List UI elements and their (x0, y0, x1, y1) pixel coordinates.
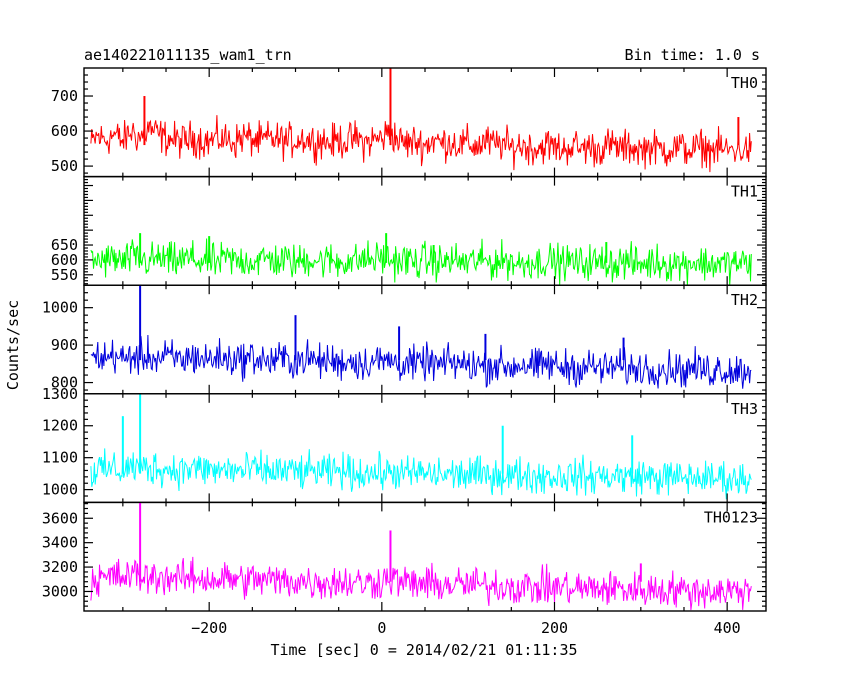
y-tick-label-th0: 500 (51, 157, 78, 175)
chart-title: ae140221011135_wam1_trn (84, 46, 292, 64)
bin-time-label: Bin time: 1.0 s (625, 46, 760, 64)
panel-label-th0: TH0 (731, 74, 758, 92)
y-tick-label-th0: 600 (51, 122, 78, 140)
panel-th0: 500 600 700 TH0 (51, 67, 767, 178)
panel-label-th3: TH3 (731, 400, 758, 418)
series-line-th3 (90, 448, 752, 500)
y-tick-label-th2: 900 (51, 336, 78, 354)
panel-frame-th0123 (83, 501, 767, 612)
panel-frame-th3 (83, 393, 767, 504)
panel-frame-th1 (83, 175, 767, 286)
y-tick-label-th0123: 3000 (42, 582, 78, 600)
x-tick-label: 0 (377, 619, 386, 637)
panel-label-th0123: TH0123 (704, 508, 758, 526)
y-tick-label-th0123: 3200 (42, 558, 78, 576)
x-tick-label: 200 (541, 619, 568, 637)
panel-th2: 800 900 1000 TH2 (42, 284, 767, 395)
x-tick-label: 400 (714, 619, 741, 637)
y-tick-label-th0123: 3400 (42, 534, 78, 552)
series-line-th1 (90, 238, 752, 286)
y-tick-label-th2: 800 (51, 374, 78, 392)
panel-label-th2: TH2 (731, 291, 758, 309)
y-tick-label-th0123: 3600 (42, 509, 78, 527)
x-tick-label: −200 (191, 619, 227, 637)
y-tick-label-th1: 600 (51, 251, 78, 269)
y-tick-label-th2: 1000 (42, 299, 78, 317)
y-tick-label-th1: 650 (51, 236, 78, 254)
y-tick-label-th3: 1100 (42, 449, 78, 467)
panel-th3: 1000 1100 1200 1300 TH3 (42, 385, 767, 504)
panel-frame-th0 (83, 67, 767, 178)
x-axis-label: Time [sec] 0 = 2014/02/21 01:11:35 (270, 641, 577, 659)
y-axis-label: Counts/sec (4, 300, 22, 390)
series-line-th0123 (90, 556, 752, 611)
y-tick-label-th3: 1200 (42, 417, 78, 435)
series-line-th2 (90, 334, 752, 389)
panel-label-th1: TH1 (731, 183, 758, 201)
y-tick-label-th1: 550 (51, 266, 78, 284)
x-axis-ticks: −200 0 200 400 (191, 619, 741, 637)
series-line-th0 (90, 115, 752, 173)
panel-th0123: 3000 3200 3400 3600 TH0123 (42, 501, 767, 612)
y-tick-label-th3: 1000 (42, 481, 78, 499)
y-tick-label-th3: 1300 (42, 385, 78, 403)
y-tick-label-th0: 700 (51, 87, 78, 105)
